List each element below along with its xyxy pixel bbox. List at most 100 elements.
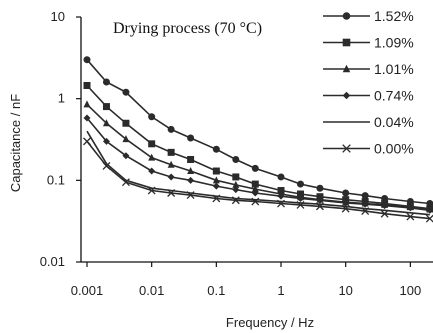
data-point-triangle bbox=[122, 135, 130, 143]
data-point-circle bbox=[296, 180, 304, 188]
data-point-diamond bbox=[232, 186, 240, 194]
data-point-circle bbox=[148, 113, 156, 121]
x-tick-label: 1 bbox=[277, 283, 284, 298]
series-line bbox=[86, 130, 430, 216]
data-point-diamond bbox=[122, 152, 130, 160]
y-tick-label: 1 bbox=[58, 91, 65, 106]
data-point-diamond bbox=[212, 182, 220, 190]
data-point-diamond bbox=[83, 114, 91, 122]
data-point-diamond bbox=[361, 200, 369, 208]
data-point-square bbox=[212, 167, 220, 175]
data-point-triangle bbox=[251, 185, 259, 193]
legend-label: 0.74% bbox=[374, 88, 414, 104]
legend-item: 1.09% bbox=[323, 35, 414, 51]
annotation-text: Drying process (70 °C) bbox=[113, 20, 262, 37]
data-point-square bbox=[83, 81, 91, 89]
data-point-square bbox=[251, 180, 259, 188]
data-point-diamond bbox=[102, 137, 110, 145]
series-0.74% bbox=[83, 114, 433, 214]
data-point-circle bbox=[232, 155, 240, 163]
data-point-circle bbox=[212, 145, 220, 153]
data-point-diamond bbox=[381, 202, 389, 210]
data-point-diamond bbox=[316, 196, 324, 204]
data-point-square bbox=[148, 140, 156, 148]
legend-item: 0.00% bbox=[323, 141, 414, 157]
data-point-x bbox=[186, 191, 195, 200]
data-point-x bbox=[342, 144, 351, 153]
data-point-diamond bbox=[251, 189, 259, 197]
x-tick-label: 0.1 bbox=[207, 283, 225, 298]
data-point-circle bbox=[122, 88, 130, 96]
legend-item: 0.04% bbox=[323, 114, 414, 130]
data-point-x bbox=[315, 202, 324, 211]
data-point-square bbox=[342, 38, 351, 47]
data-point-square bbox=[122, 119, 130, 127]
data-point-square bbox=[167, 148, 175, 156]
data-point-diamond bbox=[342, 91, 351, 100]
data-point-x bbox=[406, 212, 415, 221]
data-point-circle bbox=[83, 56, 91, 64]
series-0.00% bbox=[83, 137, 433, 223]
data-point-circle bbox=[251, 164, 259, 172]
legend-label: 1.09% bbox=[374, 35, 414, 51]
y-tick-label: 0.1 bbox=[47, 172, 65, 187]
data-point-diamond bbox=[167, 173, 175, 181]
data-point-square bbox=[232, 173, 240, 181]
y-tick-label: 0.01 bbox=[40, 254, 65, 269]
y-axis-title: Capacitance / nF bbox=[8, 94, 23, 192]
data-point-x bbox=[147, 186, 156, 195]
legend-item: 1.01% bbox=[323, 61, 414, 77]
data-point-x bbox=[341, 204, 350, 213]
y-tick-label: 10 bbox=[51, 9, 65, 24]
legend-label: 0.04% bbox=[374, 114, 414, 130]
data-point-circle bbox=[361, 192, 369, 200]
data-point-square bbox=[187, 155, 195, 163]
data-point-triangle bbox=[148, 153, 156, 161]
data-point-square bbox=[102, 103, 110, 111]
data-point-diamond bbox=[187, 176, 195, 184]
x-axis-title: Frequency / Hz bbox=[226, 315, 314, 330]
data-point-circle bbox=[167, 125, 175, 133]
data-point-x bbox=[277, 199, 285, 208]
data-point-diamond bbox=[148, 167, 156, 175]
data-point-triangle bbox=[212, 176, 220, 184]
data-point-triangle bbox=[167, 160, 175, 168]
legend-item: 1.52% bbox=[323, 8, 414, 24]
data-point-x bbox=[361, 207, 370, 216]
data-point-circle bbox=[277, 173, 285, 181]
data-point-x bbox=[251, 197, 260, 206]
legend-label: 1.01% bbox=[374, 61, 414, 77]
data-point-diamond bbox=[342, 199, 350, 207]
data-point-circle bbox=[102, 78, 110, 86]
data-point-diamond bbox=[277, 192, 285, 200]
data-point-x bbox=[380, 209, 389, 218]
data-point-circle bbox=[342, 189, 350, 197]
data-point-triangle bbox=[232, 180, 240, 188]
data-point-diamond bbox=[406, 204, 414, 212]
data-point-triangle bbox=[342, 64, 351, 73]
data-point-x bbox=[167, 189, 176, 197]
x-tick-label: 10 bbox=[338, 283, 352, 298]
legend: 1.52% 1.09% 1.01% 0.74% 0.04% 0.00% bbox=[323, 8, 414, 157]
data-point-x bbox=[296, 200, 305, 209]
data-point-diamond bbox=[296, 194, 304, 202]
data-point-triangle bbox=[187, 167, 195, 175]
data-point-x bbox=[121, 178, 130, 187]
x-tick-label: 0.001 bbox=[71, 283, 104, 298]
data-point-triangle bbox=[102, 119, 110, 127]
legend-label: 1.52% bbox=[374, 8, 414, 24]
data-point-x bbox=[212, 194, 221, 203]
legend-label: 0.00% bbox=[374, 141, 414, 157]
x-tick-label: 100 bbox=[400, 283, 422, 298]
data-point-x bbox=[231, 196, 240, 205]
data-point-x bbox=[425, 214, 433, 223]
data-point-x bbox=[102, 161, 111, 170]
legend-item: 0.74% bbox=[323, 88, 414, 104]
data-point-triangle bbox=[83, 100, 91, 108]
x-tick-label: 0.01 bbox=[139, 283, 164, 298]
data-point-circle bbox=[187, 134, 195, 142]
data-point-circle bbox=[342, 12, 351, 20]
series-0.04% bbox=[86, 130, 430, 216]
data-point-circle bbox=[316, 184, 324, 192]
